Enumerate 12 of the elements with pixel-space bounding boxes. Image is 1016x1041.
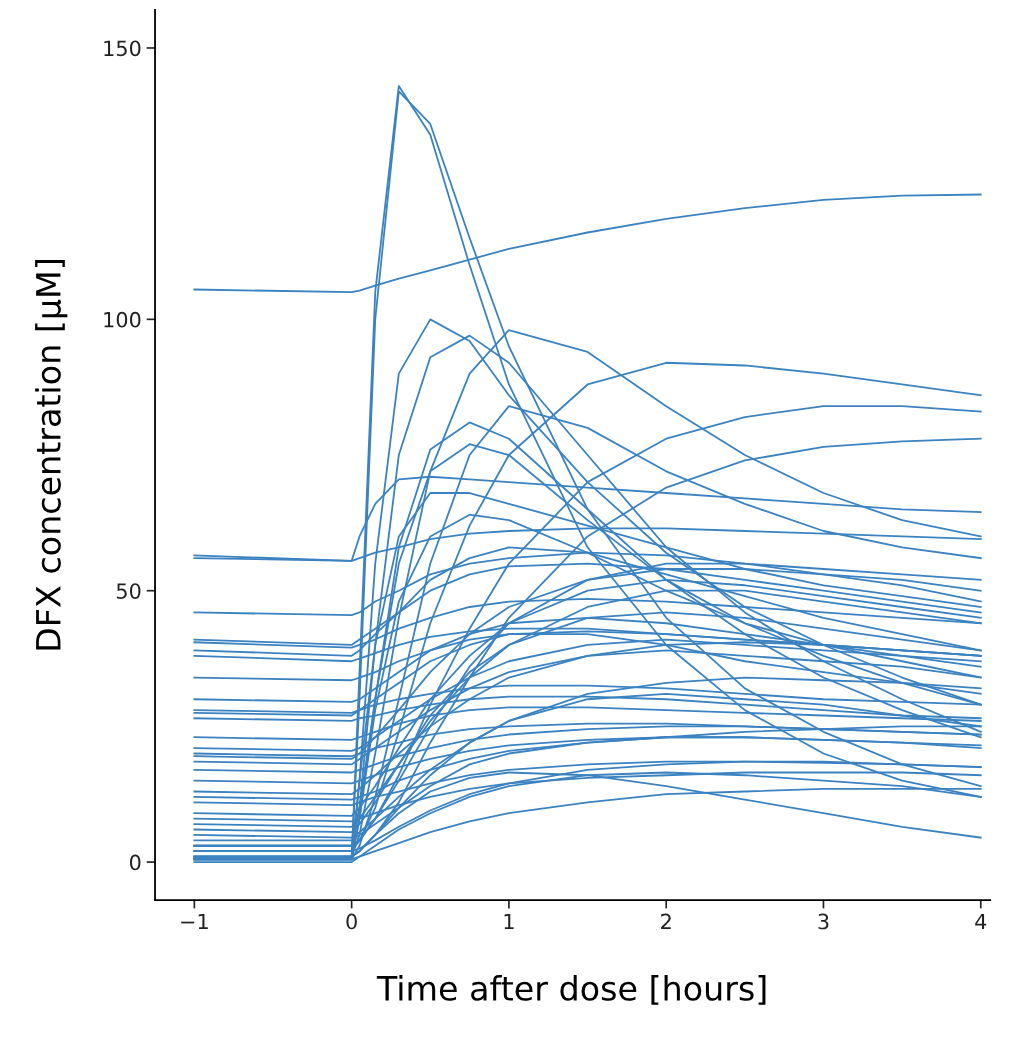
x-tick-label: 4 (975, 913, 987, 930)
x-tick-label: 1 (504, 913, 514, 930)
x-tick-label: 0 (346, 913, 357, 930)
y-tick-label: 0 (129, 854, 141, 871)
x-axis-title: Time after dose [hours] (376, 975, 766, 1005)
y-tick-label: 150 (104, 40, 141, 57)
x-tick-label: −1 (181, 913, 208, 930)
x-tick-label: 2 (661, 913, 671, 930)
y-tick-label: 50 (116, 583, 141, 599)
x-tick-label: 3 (818, 913, 829, 930)
y-axis-title: DFX concentration [μM] (35, 260, 68, 650)
y-tick-label: 100 (104, 311, 141, 328)
